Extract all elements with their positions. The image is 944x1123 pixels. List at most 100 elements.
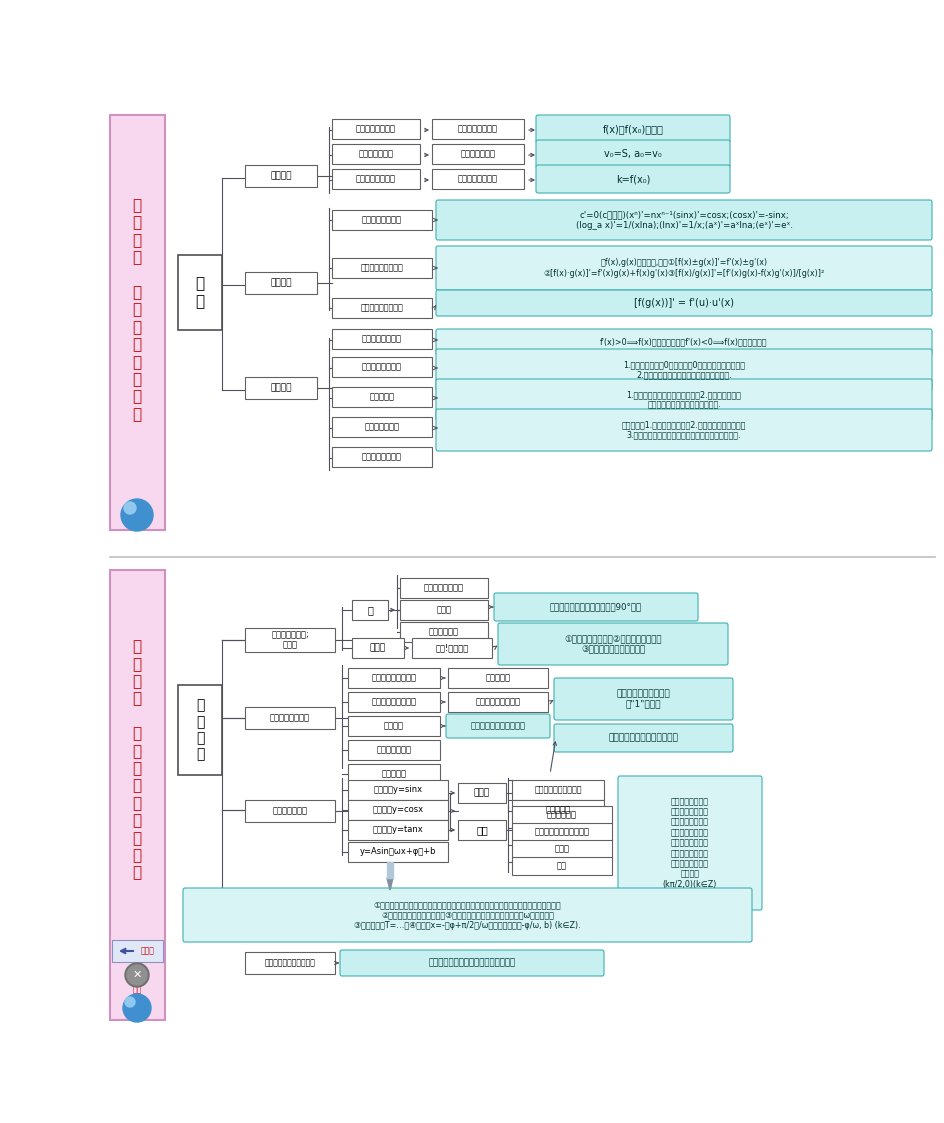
Text: 任意角与弧度制;
单位圆: 任意角与弧度制; 单位圆	[271, 630, 309, 650]
FancyBboxPatch shape	[244, 165, 316, 188]
FancyBboxPatch shape	[347, 692, 440, 712]
FancyBboxPatch shape	[431, 168, 523, 189]
Text: 角: 角	[366, 605, 373, 615]
FancyBboxPatch shape	[435, 290, 931, 316]
Text: 任意三角函数的关系: 任意三角函数的关系	[371, 697, 416, 706]
FancyBboxPatch shape	[331, 258, 431, 279]
Text: 象限角: 象限角	[436, 605, 451, 614]
Polygon shape	[387, 862, 393, 878]
Text: [f(g(x))]' = f'(u)·u'(x): [f(g(x))]' = f'(u)·u'(x)	[633, 298, 733, 308]
Text: 正切函数y=tanx: 正切函数y=tanx	[372, 825, 423, 834]
Text: 第
二
部
分

映
射
、
函
数
、
导
数: 第 二 部 分 映 射 、 函 数 、 导 数	[132, 198, 142, 422]
FancyBboxPatch shape	[435, 349, 931, 391]
Text: k=f(x₀): k=f(x₀)	[615, 174, 649, 184]
Text: 描点法（五点作图法）: 描点法（五点作图法）	[533, 785, 582, 794]
FancyBboxPatch shape	[331, 168, 419, 189]
FancyBboxPatch shape	[244, 707, 334, 729]
FancyBboxPatch shape	[535, 140, 729, 168]
FancyBboxPatch shape	[351, 600, 388, 620]
Text: f'(x)>0⟹f(x)在该区间递增，f'(x)<0⟹f(x)在该区间递减: f'(x)>0⟹f(x)在该区间递增，f'(x)<0⟹f(x)在该区间递减	[599, 338, 767, 347]
Text: 函数的单调性研究: 函数的单调性研究	[362, 335, 401, 344]
Text: 正角、负角、零角: 正角、负角、零角	[424, 584, 464, 593]
FancyBboxPatch shape	[331, 144, 419, 164]
Text: 曲线的切线的斜率: 曲线的切线的斜率	[458, 174, 497, 183]
FancyBboxPatch shape	[331, 357, 431, 377]
Polygon shape	[387, 878, 393, 891]
FancyBboxPatch shape	[110, 570, 165, 1020]
Text: 奇变偶不变，符号看象限: 奇变偶不变，符号看象限	[470, 721, 525, 730]
FancyBboxPatch shape	[435, 246, 931, 290]
Text: 导数的四则运算法则: 导数的四则运算法则	[361, 264, 403, 273]
Text: 终边相同的角: 终边相同的角	[429, 628, 459, 637]
FancyBboxPatch shape	[435, 329, 931, 355]
Text: 三角函数模型的简单应用: 三角函数模型的简单应用	[264, 959, 315, 968]
Text: 生活中、造纸中、机械中、物理学中等: 生活中、造纸中、机械中、物理学中等	[428, 959, 515, 968]
Text: ①图象可由正弦曲线经过平移、伸缩得到，但横坐标变换与纵坐标变换的伸缩平移不同；
②图象也可以用五点作图法；③用整体代换求横轴变换区间（注意ω的符号）；
③最小正: ①图象可由正弦曲线经过平移、伸缩得到，但横坐标变换与纵坐标变换的伸缩平移不同； …	[354, 901, 581, 930]
Text: 平方关系、商的关系: 平方关系、商的关系	[475, 697, 520, 706]
Text: v₀=S, a₀=v₀: v₀=S, a₀=v₀	[603, 149, 661, 159]
FancyBboxPatch shape	[347, 740, 440, 760]
Circle shape	[125, 997, 135, 1007]
Text: 近似的平均速度: 近似的平均速度	[358, 149, 393, 158]
FancyBboxPatch shape	[347, 820, 447, 840]
Text: 单调性、奇偶性、周期性: 单调性、奇偶性、周期性	[534, 828, 589, 837]
FancyBboxPatch shape	[435, 409, 931, 451]
FancyBboxPatch shape	[494, 593, 698, 621]
Text: c'=0(c为常数)(xⁿ)'=nxⁿ⁻¹(sinx)'=cosx;(cosx)'=-sinx;
(log_a x)'=1/(xlna);(lnx)'=1/x;: c'=0(c为常数)(xⁿ)'=nxⁿ⁻¹(sinx)'=cosx;(cosx)…	[575, 210, 792, 230]
Text: 区别第一象限角、锐角、小于90°的角: 区别第一象限角、锐角、小于90°的角	[549, 603, 641, 612]
FancyBboxPatch shape	[435, 378, 931, 421]
FancyBboxPatch shape	[512, 840, 612, 858]
Text: 公式正用、逆用、变形
及"1"的代换: 公式正用、逆用、变形 及"1"的代换	[616, 690, 669, 709]
FancyBboxPatch shape	[347, 668, 440, 688]
FancyBboxPatch shape	[512, 857, 612, 875]
FancyBboxPatch shape	[351, 638, 404, 658]
Text: 三角函数的图象: 三角函数的图象	[272, 806, 307, 815]
FancyBboxPatch shape	[331, 417, 431, 437]
Text: 和（差）角公式: 和（差）角公式	[376, 746, 411, 755]
FancyBboxPatch shape	[244, 952, 334, 974]
FancyBboxPatch shape	[553, 678, 733, 720]
FancyBboxPatch shape	[553, 724, 733, 752]
Text: 二倍角公式: 二倍角公式	[381, 769, 406, 778]
FancyBboxPatch shape	[340, 950, 603, 976]
Text: 上一页: 上一页	[141, 947, 155, 956]
FancyBboxPatch shape	[183, 888, 751, 942]
Text: 基本初等函数求导: 基本初等函数求导	[362, 216, 401, 225]
FancyBboxPatch shape	[244, 800, 334, 822]
FancyBboxPatch shape	[399, 622, 487, 642]
FancyBboxPatch shape	[331, 298, 431, 318]
Text: 余弦函数y=cosx: 余弦函数y=cosx	[372, 805, 423, 814]
FancyBboxPatch shape	[399, 600, 487, 620]
FancyBboxPatch shape	[347, 800, 447, 820]
FancyBboxPatch shape	[331, 119, 419, 139]
Text: 定义!弧度的角: 定义!弧度的角	[435, 643, 468, 652]
FancyBboxPatch shape	[331, 329, 431, 349]
Text: 设f(x),g(x)是可导的,则有①[f(x)±g(x)]'=f'(x)±g'(x)
②[f(x)·g(x)]'=f'(x)g(x)+f(x)g'(x)③[f(: 设f(x),g(x)是可导的,则有①[f(x)±g(x)]'=f'(x)±g'(…	[543, 258, 824, 277]
Text: ✕: ✕	[132, 970, 142, 980]
Text: 对称性: 对称性	[554, 844, 569, 853]
Text: 一般步骤：1.道理，列关系式；2.求导数，解导数方程；
3.比较区间端点函数值与极值，找到最大（最小）值.: 一般步骤：1.道理，列关系式；2.求导数，解导数方程； 3.比较区间端点函数值与…	[621, 420, 746, 440]
FancyBboxPatch shape	[177, 255, 222, 330]
Text: 化简、求值、证明（恒等式）: 化简、求值、证明（恒等式）	[608, 733, 678, 742]
FancyBboxPatch shape	[244, 628, 334, 652]
Text: 对称轴（正弦函数
除外）经过函数图
象的最高（低）点
是重要性质！相应
的函数对称中心是
正弦函数图象的零
点，正切函数的对
称中心为
(kπ/2,0)(k∈Z: 对称轴（正弦函数 除外）经过函数图 象的最高（低）点 是重要性质！相应 的函数对…	[662, 797, 716, 889]
Text: 任意角的三角函数: 任意角的三角函数	[270, 713, 310, 722]
Text: 函数的瞬时变化率: 函数的瞬时变化率	[458, 125, 497, 134]
FancyBboxPatch shape	[347, 780, 447, 800]
Text: 任意角三角函数定义: 任意角三角函数定义	[371, 674, 416, 683]
FancyBboxPatch shape	[244, 272, 316, 294]
FancyBboxPatch shape	[431, 144, 523, 164]
FancyBboxPatch shape	[447, 692, 548, 712]
Text: 生活中最优化问题: 生活中最优化问题	[362, 453, 401, 462]
FancyBboxPatch shape	[535, 115, 729, 143]
FancyBboxPatch shape	[244, 377, 316, 399]
Text: 曲线的切线: 曲线的切线	[369, 393, 394, 402]
Text: 导数应用: 导数应用	[270, 383, 292, 393]
FancyBboxPatch shape	[512, 823, 612, 841]
FancyBboxPatch shape	[331, 210, 431, 230]
Text: 正弦函数y=sinx: 正弦函数y=sinx	[373, 785, 422, 794]
Text: 诱导公式: 诱导公式	[383, 721, 404, 730]
Text: 定义域、值域: 定义域、值域	[547, 811, 577, 820]
FancyBboxPatch shape	[399, 578, 487, 599]
FancyBboxPatch shape	[512, 800, 603, 820]
